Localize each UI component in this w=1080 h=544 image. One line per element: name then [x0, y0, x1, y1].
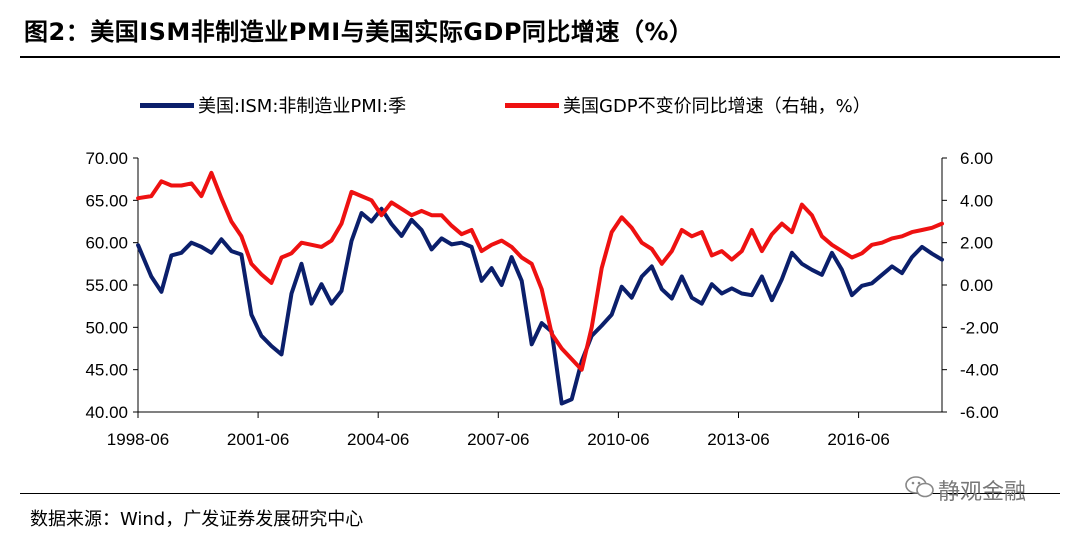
title-divider: [20, 56, 1060, 58]
y-right-tick-label: 6.00: [960, 149, 993, 168]
y-left-tick-label: 40.00: [85, 403, 128, 422]
y-left-tick-label: 45.00: [85, 361, 128, 380]
series-line-pmi: [136, 206, 944, 406]
legend-item-gdp: 美国GDP不变价同比增速（右轴，%）: [505, 90, 871, 120]
y-left-tick-label: 70.00: [85, 149, 128, 168]
legend-swatch-pmi: [140, 102, 194, 108]
x-tick-label: 2004-06: [347, 430, 409, 449]
y-right-tick-label: 4.00: [960, 191, 993, 210]
legend-label-gdp: 美国GDP不变价同比增速（右轴，%）: [563, 96, 871, 117]
y-left-tick-label: 65.00: [85, 191, 128, 210]
chart-title: 图2：美国ISM非制造业PMI与美国实际GDP同比增速（%）: [24, 18, 694, 46]
y-left-tick-label: 60.00: [85, 234, 128, 253]
x-tick-label: 2010-06: [587, 430, 649, 449]
source-divider: [20, 493, 1060, 494]
source-note: 数据来源：Wind，广发证券发展研究中心: [30, 509, 364, 530]
y-right-tick-label: 0.00: [960, 276, 993, 295]
x-tick-label: 1998-06: [107, 430, 169, 449]
y-right-tick-label: -4.00: [960, 361, 999, 380]
x-tick-label: 2007-06: [467, 430, 529, 449]
y-right-tick-label: 2.00: [960, 234, 993, 253]
y-right-tick-label: -6.00: [960, 403, 999, 422]
legend-swatch-gdp: [505, 102, 559, 108]
x-tick-label: 2001-06: [227, 430, 289, 449]
x-tick-label: 2016-06: [827, 430, 889, 449]
legend-item-pmi: 美国:ISM:非制造业PMI:季: [140, 90, 406, 120]
x-tick-label: 2013-06: [707, 430, 769, 449]
series-line-gdp: [136, 170, 944, 372]
legend-label-pmi: 美国:ISM:非制造业PMI:季: [198, 96, 407, 117]
y-left-tick-label: 50.00: [85, 318, 128, 337]
y-right-tick-label: -2.00: [960, 318, 999, 337]
wechat-icon: [905, 476, 934, 498]
y-left-tick-label: 55.00: [85, 276, 128, 295]
watermark-text: 静观金融: [938, 480, 1027, 505]
